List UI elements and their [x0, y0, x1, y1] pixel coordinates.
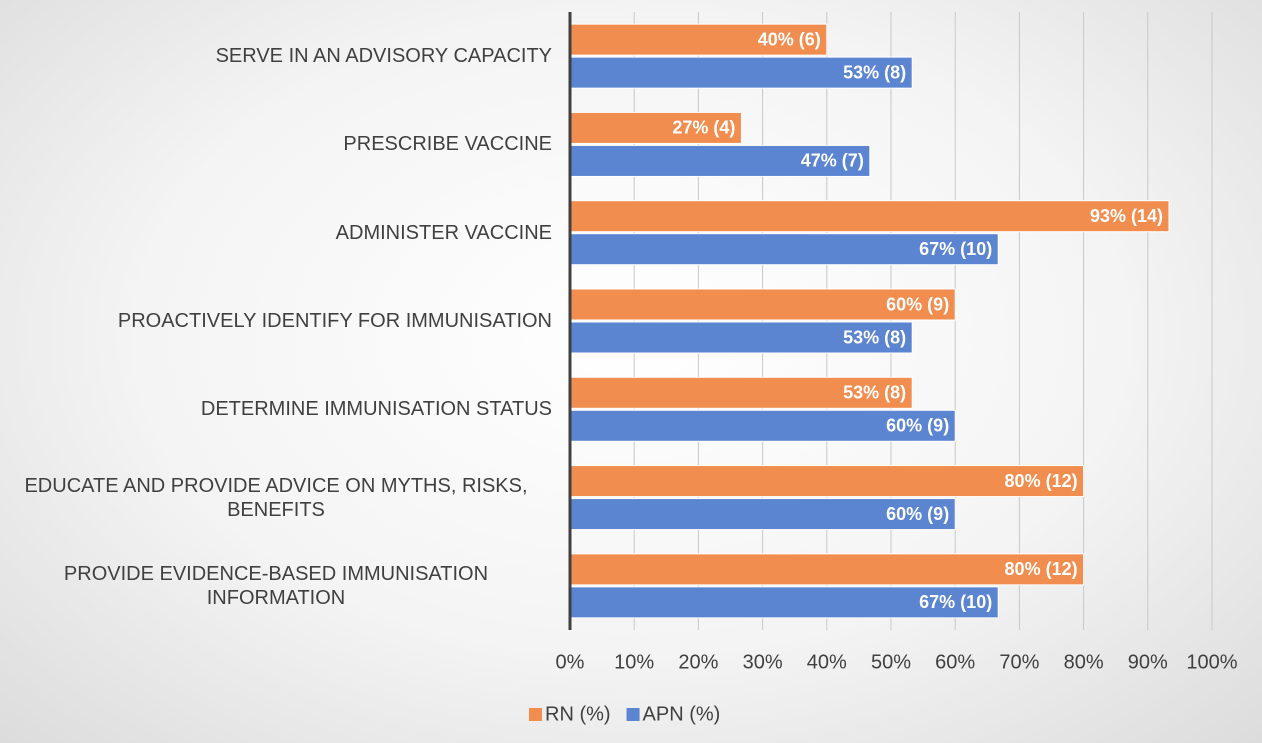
x-tick-label: 10%	[614, 651, 654, 673]
bar	[569, 23, 828, 56]
bar	[569, 200, 1170, 233]
bar	[569, 376, 913, 409]
value-label: 27% (4)	[672, 118, 735, 138]
value-label: 40% (6)	[758, 29, 821, 49]
value-label: 80% (12)	[1005, 559, 1078, 579]
value-label: 53% (8)	[843, 327, 906, 347]
category-label: DETERMINE IMMUNISATION STATUS	[0, 397, 552, 421]
legend-label: RN (%)	[545, 703, 611, 725]
bar	[569, 498, 956, 531]
value-label: 53% (8)	[843, 383, 906, 403]
value-label: 60% (9)	[886, 504, 949, 524]
x-tick-label: 80%	[1064, 651, 1104, 673]
value-label: 67% (10)	[919, 592, 992, 612]
bar	[569, 553, 1085, 586]
value-label: 60% (9)	[886, 416, 949, 436]
x-tick-label: 30%	[743, 651, 783, 673]
category-label: PRESCRIBE VACCINE	[0, 132, 552, 156]
x-tick-label: 70%	[999, 651, 1039, 673]
bar	[569, 586, 999, 619]
bar	[569, 465, 1085, 498]
category-label: SERVE IN AN ADVISORY CAPACITY	[0, 44, 552, 68]
legend-swatch	[626, 708, 640, 721]
category-text: ADMINISTER VACCINE	[335, 221, 552, 244]
category-text: EDUCATE AND PROVIDE ADVICE ON MYTHS, RIS…	[24, 474, 528, 521]
x-tick-label: 40%	[807, 651, 847, 673]
bar	[569, 233, 999, 266]
value-label: 80% (12)	[1005, 471, 1078, 491]
x-tick-label: 60%	[935, 651, 975, 673]
x-tick-label: 90%	[1128, 651, 1168, 673]
bar	[569, 321, 913, 354]
value-label: 60% (9)	[886, 294, 949, 314]
x-tick-label: 50%	[871, 651, 911, 673]
x-tick-label: 100%	[1186, 651, 1237, 673]
category-label: ADMINISTER VACCINE	[0, 221, 552, 245]
category-text: SERVE IN AN ADVISORY CAPACITY	[215, 45, 552, 68]
category-text: PROVIDE EVIDENCE-BASED IMMUNISATION INFO…	[63, 562, 489, 609]
legend-swatch	[529, 708, 542, 721]
value-label: 53% (8)	[843, 62, 906, 82]
category-text: DETERMINE IMMUNISATION STATUS	[200, 398, 552, 421]
bar	[569, 288, 956, 321]
category-label: PROACTIVELY IDENTIFY FOR IMMUNISATION	[0, 309, 552, 333]
category-text: PROACTIVELY IDENTIFY FOR IMMUNISATION	[117, 310, 552, 332]
value-label: 67% (10)	[919, 239, 992, 259]
bar	[569, 409, 956, 442]
legend-label: APN (%)	[643, 703, 721, 725]
bar	[569, 56, 913, 89]
x-tick-label: 0%	[556, 651, 585, 673]
category-label: EDUCATE AND PROVIDE ADVICE ON MYTHS, RIS…	[0, 474, 552, 522]
category-text: PRESCRIBE VACCINE	[343, 133, 552, 156]
x-tick-label: 20%	[678, 651, 718, 673]
bar	[569, 144, 871, 177]
value-label: 93% (14)	[1090, 206, 1163, 226]
value-label: 47% (7)	[801, 151, 864, 171]
category-label: PROVIDE EVIDENCE-BASED IMMUNISATION INFO…	[0, 562, 552, 610]
